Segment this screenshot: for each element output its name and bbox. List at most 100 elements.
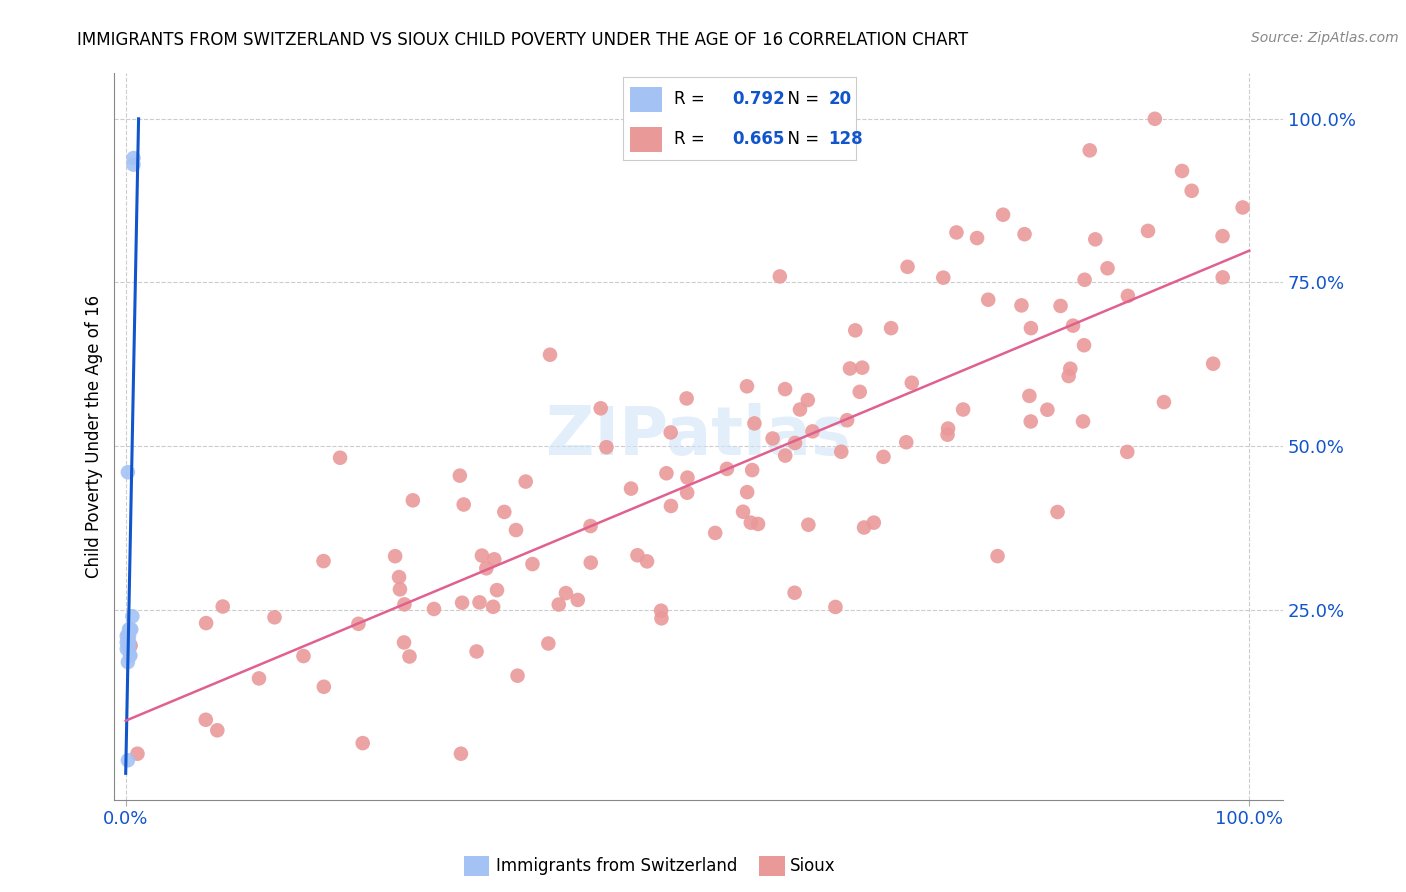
Point xyxy=(120,623,142,637)
Point xyxy=(1059,361,1081,376)
Point xyxy=(485,583,508,598)
Point xyxy=(537,636,560,650)
Point xyxy=(465,644,488,658)
Point xyxy=(1019,415,1042,429)
Point xyxy=(211,599,233,614)
Point xyxy=(515,475,537,489)
Point xyxy=(773,449,796,463)
Point xyxy=(650,611,672,625)
Point xyxy=(352,736,374,750)
Point xyxy=(398,649,420,664)
Point xyxy=(735,379,758,393)
Point xyxy=(659,425,682,440)
Point xyxy=(659,499,682,513)
Point xyxy=(735,485,758,500)
Point xyxy=(312,554,335,568)
Point xyxy=(579,519,602,533)
Point xyxy=(801,425,824,439)
Point xyxy=(987,549,1010,563)
Point xyxy=(741,463,763,477)
Point xyxy=(482,599,505,614)
Point xyxy=(388,582,411,597)
Point xyxy=(547,598,569,612)
Point xyxy=(762,432,785,446)
Point xyxy=(506,668,529,682)
Point xyxy=(1057,369,1080,384)
Point xyxy=(120,623,142,637)
Point xyxy=(1073,338,1095,352)
Point xyxy=(595,440,617,454)
Point xyxy=(626,548,648,562)
Point xyxy=(195,616,218,631)
Point xyxy=(704,525,727,540)
Point xyxy=(1073,273,1095,287)
Point xyxy=(451,596,474,610)
Point xyxy=(589,401,612,416)
Point xyxy=(1071,414,1094,428)
Point xyxy=(773,382,796,396)
Point xyxy=(118,635,141,649)
Point xyxy=(207,723,229,738)
Point xyxy=(862,516,884,530)
Point xyxy=(769,269,792,284)
Point xyxy=(484,552,506,566)
Point xyxy=(117,753,139,767)
Text: ZIPatlas: ZIPatlas xyxy=(547,403,851,469)
Point xyxy=(388,570,411,584)
Point xyxy=(932,270,955,285)
Point xyxy=(121,609,143,624)
Point xyxy=(329,450,352,465)
Point xyxy=(1019,321,1042,335)
Point xyxy=(636,554,658,568)
Point xyxy=(122,151,145,165)
Point xyxy=(650,604,672,618)
Point xyxy=(797,517,820,532)
Point xyxy=(936,427,959,442)
Point xyxy=(1018,389,1040,403)
Point xyxy=(1202,357,1225,371)
Point xyxy=(554,586,576,600)
Point xyxy=(118,623,141,637)
Point xyxy=(747,516,769,531)
Point xyxy=(117,655,139,669)
Point xyxy=(797,392,820,407)
Point xyxy=(824,599,846,614)
Point xyxy=(789,402,811,417)
Point xyxy=(115,629,138,643)
Text: Immigrants from Switzerland: Immigrants from Switzerland xyxy=(496,857,738,875)
Point xyxy=(402,493,425,508)
Point xyxy=(977,293,1000,307)
Point xyxy=(394,598,416,612)
Point xyxy=(655,467,678,481)
Point xyxy=(115,635,138,649)
Point xyxy=(384,549,406,564)
Point xyxy=(716,462,738,476)
Point xyxy=(115,642,138,657)
Point xyxy=(1136,224,1159,238)
Point xyxy=(731,505,754,519)
Point xyxy=(991,208,1014,222)
Point xyxy=(1049,299,1071,313)
Point xyxy=(312,680,335,694)
Point xyxy=(117,635,139,649)
Point xyxy=(896,435,918,450)
Point xyxy=(118,629,141,643)
Point xyxy=(675,392,697,406)
Point xyxy=(494,505,516,519)
Point xyxy=(1084,232,1107,246)
Point xyxy=(676,470,699,484)
Point xyxy=(1181,184,1204,198)
Point xyxy=(292,648,315,663)
Point xyxy=(896,260,918,274)
Point xyxy=(505,523,527,537)
Point xyxy=(247,672,270,686)
Point xyxy=(122,158,145,172)
Point xyxy=(1212,229,1234,244)
Point xyxy=(120,639,142,653)
Point xyxy=(118,635,141,649)
Point xyxy=(848,384,870,399)
Point xyxy=(263,610,285,624)
Point xyxy=(117,629,139,643)
Point xyxy=(1232,201,1254,215)
Point xyxy=(1062,318,1084,333)
